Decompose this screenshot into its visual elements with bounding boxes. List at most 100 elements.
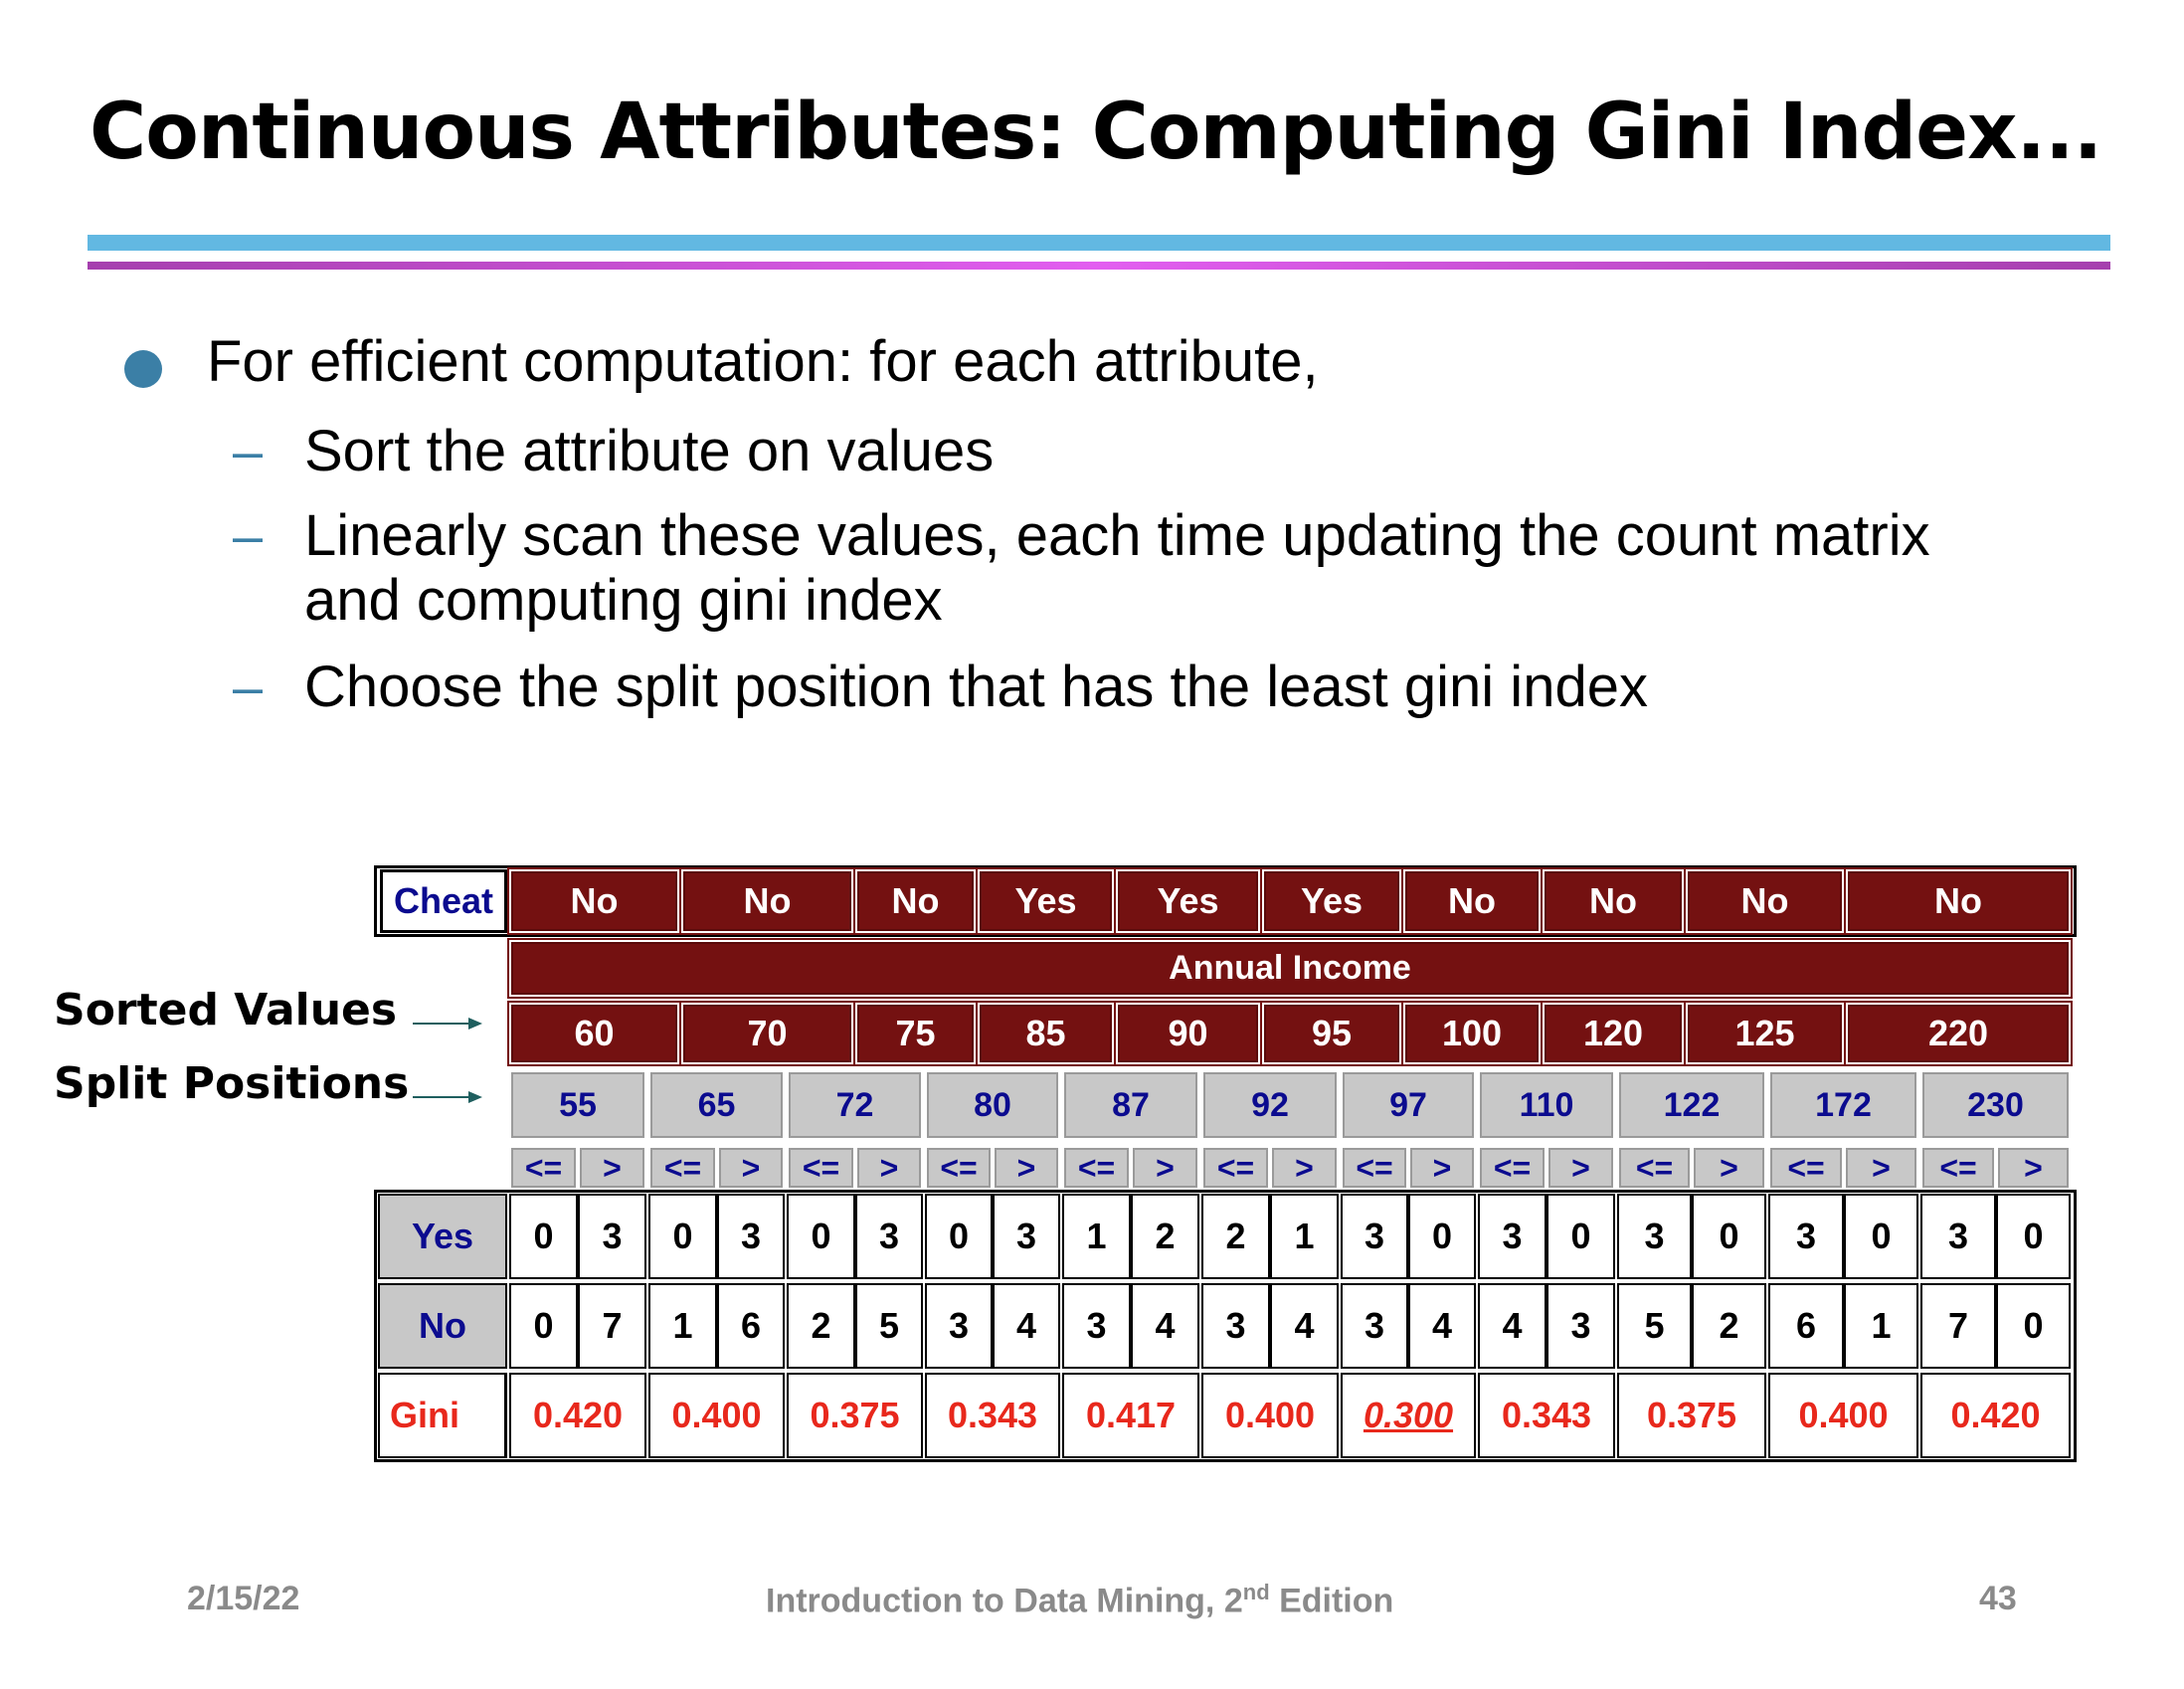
split-positions-label: Split Positions xyxy=(54,1058,410,1109)
cheat-value: No xyxy=(1541,867,1686,935)
yes-count-lte: 2 xyxy=(1201,1194,1270,1279)
op-gt: > xyxy=(1692,1146,1766,1190)
footer-date: 2/15/22 xyxy=(187,1580,300,1617)
row-label-yes: Yes xyxy=(378,1194,507,1279)
bullet-sub-1: Sort the attribute on values xyxy=(304,419,995,483)
op-lte: <= xyxy=(509,1146,578,1190)
sorted-value: 75 xyxy=(853,1001,978,1066)
no-count-gt: 7 xyxy=(578,1283,646,1369)
cheat-value: Yes xyxy=(1260,867,1403,935)
footer-book-prefix: Introduction to Data Mining, 2 xyxy=(766,1582,1243,1620)
op-lte: <= xyxy=(1768,1146,1844,1190)
yes-count-gt: 0 xyxy=(1408,1194,1476,1279)
no-count-gt: 1 xyxy=(1844,1283,1918,1369)
gini-value: 0.400 xyxy=(1201,1373,1339,1458)
footer-book-suffix: Edition xyxy=(1269,1582,1394,1620)
title-rule-cyan xyxy=(88,235,2110,251)
cheat-value: No xyxy=(1684,867,1846,935)
table-bottom-frame xyxy=(374,1190,2077,1462)
sorted-value: 95 xyxy=(1260,1001,1403,1066)
no-count-gt: 6 xyxy=(717,1283,785,1369)
gini-value: 0.375 xyxy=(1617,1373,1766,1458)
split-position: 172 xyxy=(1768,1070,1918,1140)
yes-count-lte: 0 xyxy=(509,1194,578,1279)
op-gt: > xyxy=(1547,1146,1615,1190)
no-count-lte: 1 xyxy=(648,1283,717,1369)
no-count-lte: 3 xyxy=(1341,1283,1408,1369)
op-gt: > xyxy=(1996,1146,2071,1190)
yes-count-lte: 1 xyxy=(1062,1194,1131,1279)
gini-value: 0.343 xyxy=(925,1373,1060,1458)
bullet-dot-icon xyxy=(124,350,162,388)
cheat-value: No xyxy=(507,867,681,935)
attribute-header: Annual Income xyxy=(507,938,2073,999)
no-count-lte: 3 xyxy=(1201,1283,1270,1369)
yes-count-lte: 3 xyxy=(1768,1194,1844,1279)
op-lte: <= xyxy=(1341,1146,1408,1190)
no-count-gt: 5 xyxy=(855,1283,923,1369)
split-position: 110 xyxy=(1478,1070,1615,1140)
split-position: 72 xyxy=(787,1070,923,1140)
split-position: 230 xyxy=(1920,1070,2071,1140)
arrow-right-icon xyxy=(413,1091,482,1103)
yes-count-lte: 3 xyxy=(1920,1194,1996,1279)
title-rule-magenta xyxy=(88,262,2110,270)
op-lte: <= xyxy=(787,1146,855,1190)
op-lte: <= xyxy=(1617,1146,1692,1190)
no-count-gt: 4 xyxy=(993,1283,1060,1369)
split-position: 97 xyxy=(1341,1070,1476,1140)
no-count-gt: 4 xyxy=(1408,1283,1476,1369)
no-count-gt: 3 xyxy=(1547,1283,1615,1369)
gini-value: 0.417 xyxy=(1062,1373,1199,1458)
bullet-main: For efficient computation: for each attr… xyxy=(207,329,1319,394)
yes-count-lte: 3 xyxy=(1478,1194,1547,1279)
yes-count-gt: 0 xyxy=(1692,1194,1766,1279)
cheat-value: No xyxy=(853,867,978,935)
dash-icon: – xyxy=(233,422,264,481)
op-gt: > xyxy=(578,1146,646,1190)
yes-count-gt: 3 xyxy=(717,1194,785,1279)
no-count-lte: 7 xyxy=(1920,1283,1996,1369)
bullet-sub-3: Choose the split position that has the l… xyxy=(304,655,1648,719)
no-count-lte: 2 xyxy=(787,1283,855,1369)
op-gt: > xyxy=(717,1146,785,1190)
yes-count-gt: 3 xyxy=(578,1194,646,1279)
footer-book-title: Introduction to Data Mining, 2nd Edition xyxy=(766,1580,1393,1620)
dash-icon: – xyxy=(233,506,264,566)
op-gt: > xyxy=(1131,1146,1199,1190)
sorted-value: 85 xyxy=(976,1001,1116,1066)
yes-count-gt: 0 xyxy=(1547,1194,1615,1279)
no-count-lte: 3 xyxy=(925,1283,993,1369)
yes-count-lte: 0 xyxy=(648,1194,717,1279)
sorted-value: 100 xyxy=(1401,1001,1543,1066)
split-position: 80 xyxy=(925,1070,1060,1140)
gini-value-best: 0.300 xyxy=(1341,1373,1476,1458)
gini-value: 0.420 xyxy=(509,1373,646,1458)
cheat-label: Cheat xyxy=(380,869,507,933)
cheat-value: No xyxy=(679,867,855,935)
yes-count-gt: 0 xyxy=(1996,1194,2071,1279)
gini-value: 0.400 xyxy=(1768,1373,1918,1458)
no-count-gt: 0 xyxy=(1996,1283,2071,1369)
op-lte: <= xyxy=(1201,1146,1270,1190)
op-gt: > xyxy=(1270,1146,1339,1190)
split-position: 92 xyxy=(1201,1070,1339,1140)
yes-count-gt: 3 xyxy=(993,1194,1060,1279)
cheat-value: Yes xyxy=(1114,867,1262,935)
bullet-sub-2-cont: and computing gini index xyxy=(304,568,943,633)
yes-count-lte: 3 xyxy=(1617,1194,1692,1279)
sorted-value: 220 xyxy=(1844,1001,2073,1066)
op-lte: <= xyxy=(1062,1146,1131,1190)
yes-count-gt: 3 xyxy=(855,1194,923,1279)
no-count-lte: 4 xyxy=(1478,1283,1547,1369)
op-gt: > xyxy=(1844,1146,1918,1190)
yes-count-lte: 3 xyxy=(1341,1194,1408,1279)
op-lte: <= xyxy=(648,1146,717,1190)
cheat-value: Yes xyxy=(976,867,1116,935)
op-lte: <= xyxy=(1478,1146,1547,1190)
no-count-gt: 4 xyxy=(1270,1283,1339,1369)
split-position: 65 xyxy=(648,1070,785,1140)
yes-count-gt: 0 xyxy=(1844,1194,1918,1279)
row-label-gini: Gini xyxy=(378,1373,507,1458)
no-count-lte: 0 xyxy=(509,1283,578,1369)
